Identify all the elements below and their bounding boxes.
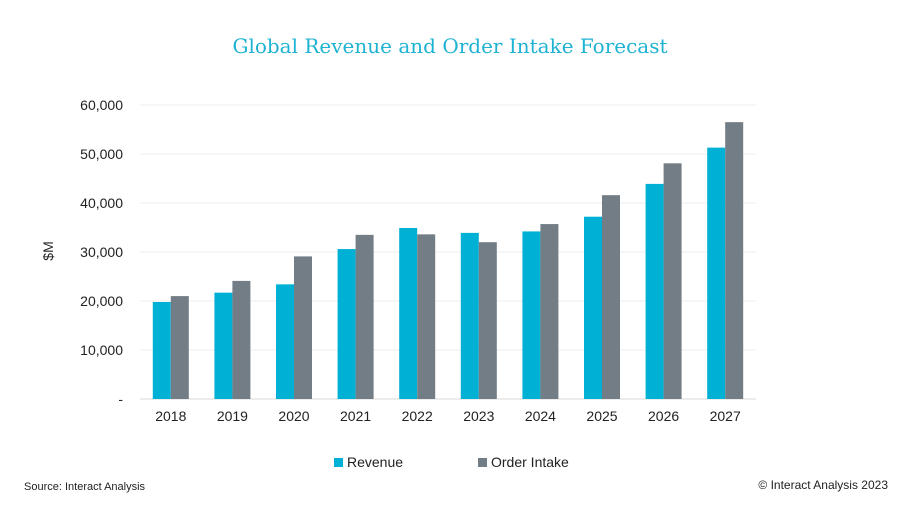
x-tick-label: 2026 (648, 408, 679, 424)
bar-revenue-2027 (707, 147, 726, 399)
y-tick-label: 30,000 (80, 244, 123, 260)
y-tick-label: 50,000 (80, 146, 123, 162)
bar-order-intake-2024 (540, 224, 559, 399)
y-axis-label: $M (40, 241, 56, 260)
legend-swatch-revenue (334, 457, 343, 467)
bar-revenue-2025 (584, 216, 602, 399)
legend-label-revenue: Revenue (347, 454, 404, 470)
x-tick-label: 2018 (155, 408, 186, 424)
x-tick-label: 2027 (710, 408, 741, 424)
y-tick-label: 40,000 (80, 195, 123, 211)
y-tick-labels: - 10,000 20,000 30,000 40,000 50,000 60,000 (80, 97, 123, 407)
copyright-note: © Interact Analysis 2023 (758, 478, 888, 492)
bar-revenue-2022 (399, 227, 418, 399)
bar-order-intake-2021 (355, 234, 374, 399)
y-tick-label: 60,000 (80, 97, 123, 113)
x-tick-label: 2024 (525, 408, 556, 424)
legend-label-order-intake: Order Intake (491, 454, 569, 470)
bars (152, 122, 744, 400)
bar-order-intake-2020 (294, 256, 312, 399)
bar-order-intake-2025 (602, 195, 620, 399)
y-tick-label: 10,000 (80, 342, 123, 358)
x-tick-label: 2020 (278, 408, 309, 424)
source-note: Source: Interact Analysis (24, 481, 146, 493)
bar-revenue-2020 (276, 284, 294, 399)
bar-order-intake-2018 (170, 296, 189, 399)
bar-revenue-2021 (337, 249, 356, 399)
legend: Revenue Order Intake (0, 454, 900, 472)
bar-order-intake-2019 (232, 280, 251, 399)
x-tick-label: 2019 (217, 408, 248, 424)
legend-item-revenue: Revenue (334, 454, 403, 470)
y-tick-label: - (118, 391, 123, 407)
bar-revenue-2023 (460, 232, 479, 399)
x-tick-label: 2023 (463, 408, 494, 424)
bar-order-intake-2026 (663, 163, 682, 399)
x-tick-label: 2025 (586, 408, 617, 424)
bar-order-intake-2027 (725, 122, 744, 400)
bar-order-intake-2023 (478, 242, 497, 399)
chart-title: Global Revenue and Order Intake Forecast (232, 34, 668, 58)
bar-revenue-2019 (214, 292, 233, 399)
y-tick-label: 20,000 (80, 293, 123, 309)
x-tick-label: 2021 (340, 408, 371, 424)
bar-order-intake-2022 (417, 234, 436, 399)
x-tick-label: 2022 (402, 408, 433, 424)
x-tick-labels: 2018 2019 2020 2021 2022 2023 2024 2025 2026 2027 (155, 408, 741, 424)
bar-revenue-2026 (645, 183, 664, 399)
legend-swatch-order-intake (478, 457, 487, 467)
bar-revenue-2024 (522, 231, 541, 399)
bar-revenue-2018 (152, 301, 171, 399)
legend-item-order-intake: Order Intake (478, 454, 569, 470)
